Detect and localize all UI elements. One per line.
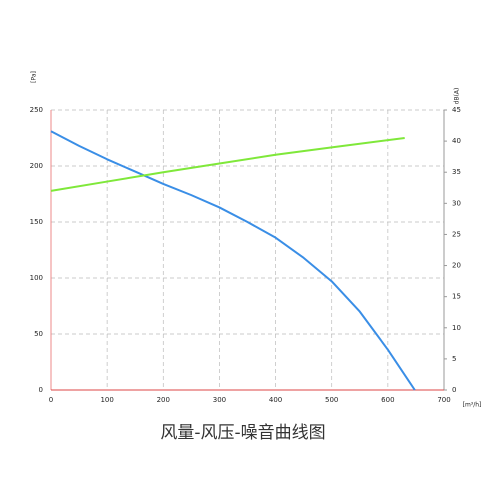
x-tick-label: 400 bbox=[269, 396, 282, 404]
x-tick-label: 600 bbox=[381, 396, 394, 404]
y2-tick-label: 10 bbox=[452, 324, 461, 332]
y2-tick-label: 45 bbox=[452, 106, 461, 114]
x-tick-label: 500 bbox=[325, 396, 338, 404]
y2-tick-label: 25 bbox=[452, 230, 461, 238]
x-tick-label: 0 bbox=[49, 396, 53, 404]
x-tick-label: 100 bbox=[100, 396, 113, 404]
y-tick-label: 250 bbox=[30, 106, 43, 114]
y2-tick-label: 30 bbox=[452, 199, 461, 207]
y-axis-label: [Pa] bbox=[31, 71, 38, 83]
y-tick-label: 150 bbox=[30, 218, 43, 226]
y2-tick-label: 40 bbox=[452, 137, 461, 145]
y2-tick-label: 35 bbox=[452, 168, 461, 176]
x-tick-label: 300 bbox=[213, 396, 226, 404]
y-tick-label: 200 bbox=[30, 162, 43, 170]
y-tick-label: 50 bbox=[34, 330, 43, 338]
y2-tick-label: 5 bbox=[452, 355, 456, 363]
y-tick-label: 100 bbox=[30, 274, 43, 282]
x-tick-label: 200 bbox=[157, 396, 170, 404]
y2-tick-label: 15 bbox=[452, 293, 461, 301]
y2-tick-label: 20 bbox=[452, 262, 461, 270]
line-series bbox=[50, 130, 416, 391]
chart-title: 风量-风压-噪音曲线图 bbox=[160, 423, 325, 443]
x-tick-label: 700 bbox=[437, 396, 450, 404]
y2-axis-label: dB(A) bbox=[454, 88, 461, 105]
y-tick-label: 0 bbox=[39, 386, 43, 394]
line-series bbox=[50, 137, 405, 192]
x-axis-label: [m³/h] bbox=[463, 402, 482, 409]
y2-tick-label: 0 bbox=[452, 386, 456, 394]
